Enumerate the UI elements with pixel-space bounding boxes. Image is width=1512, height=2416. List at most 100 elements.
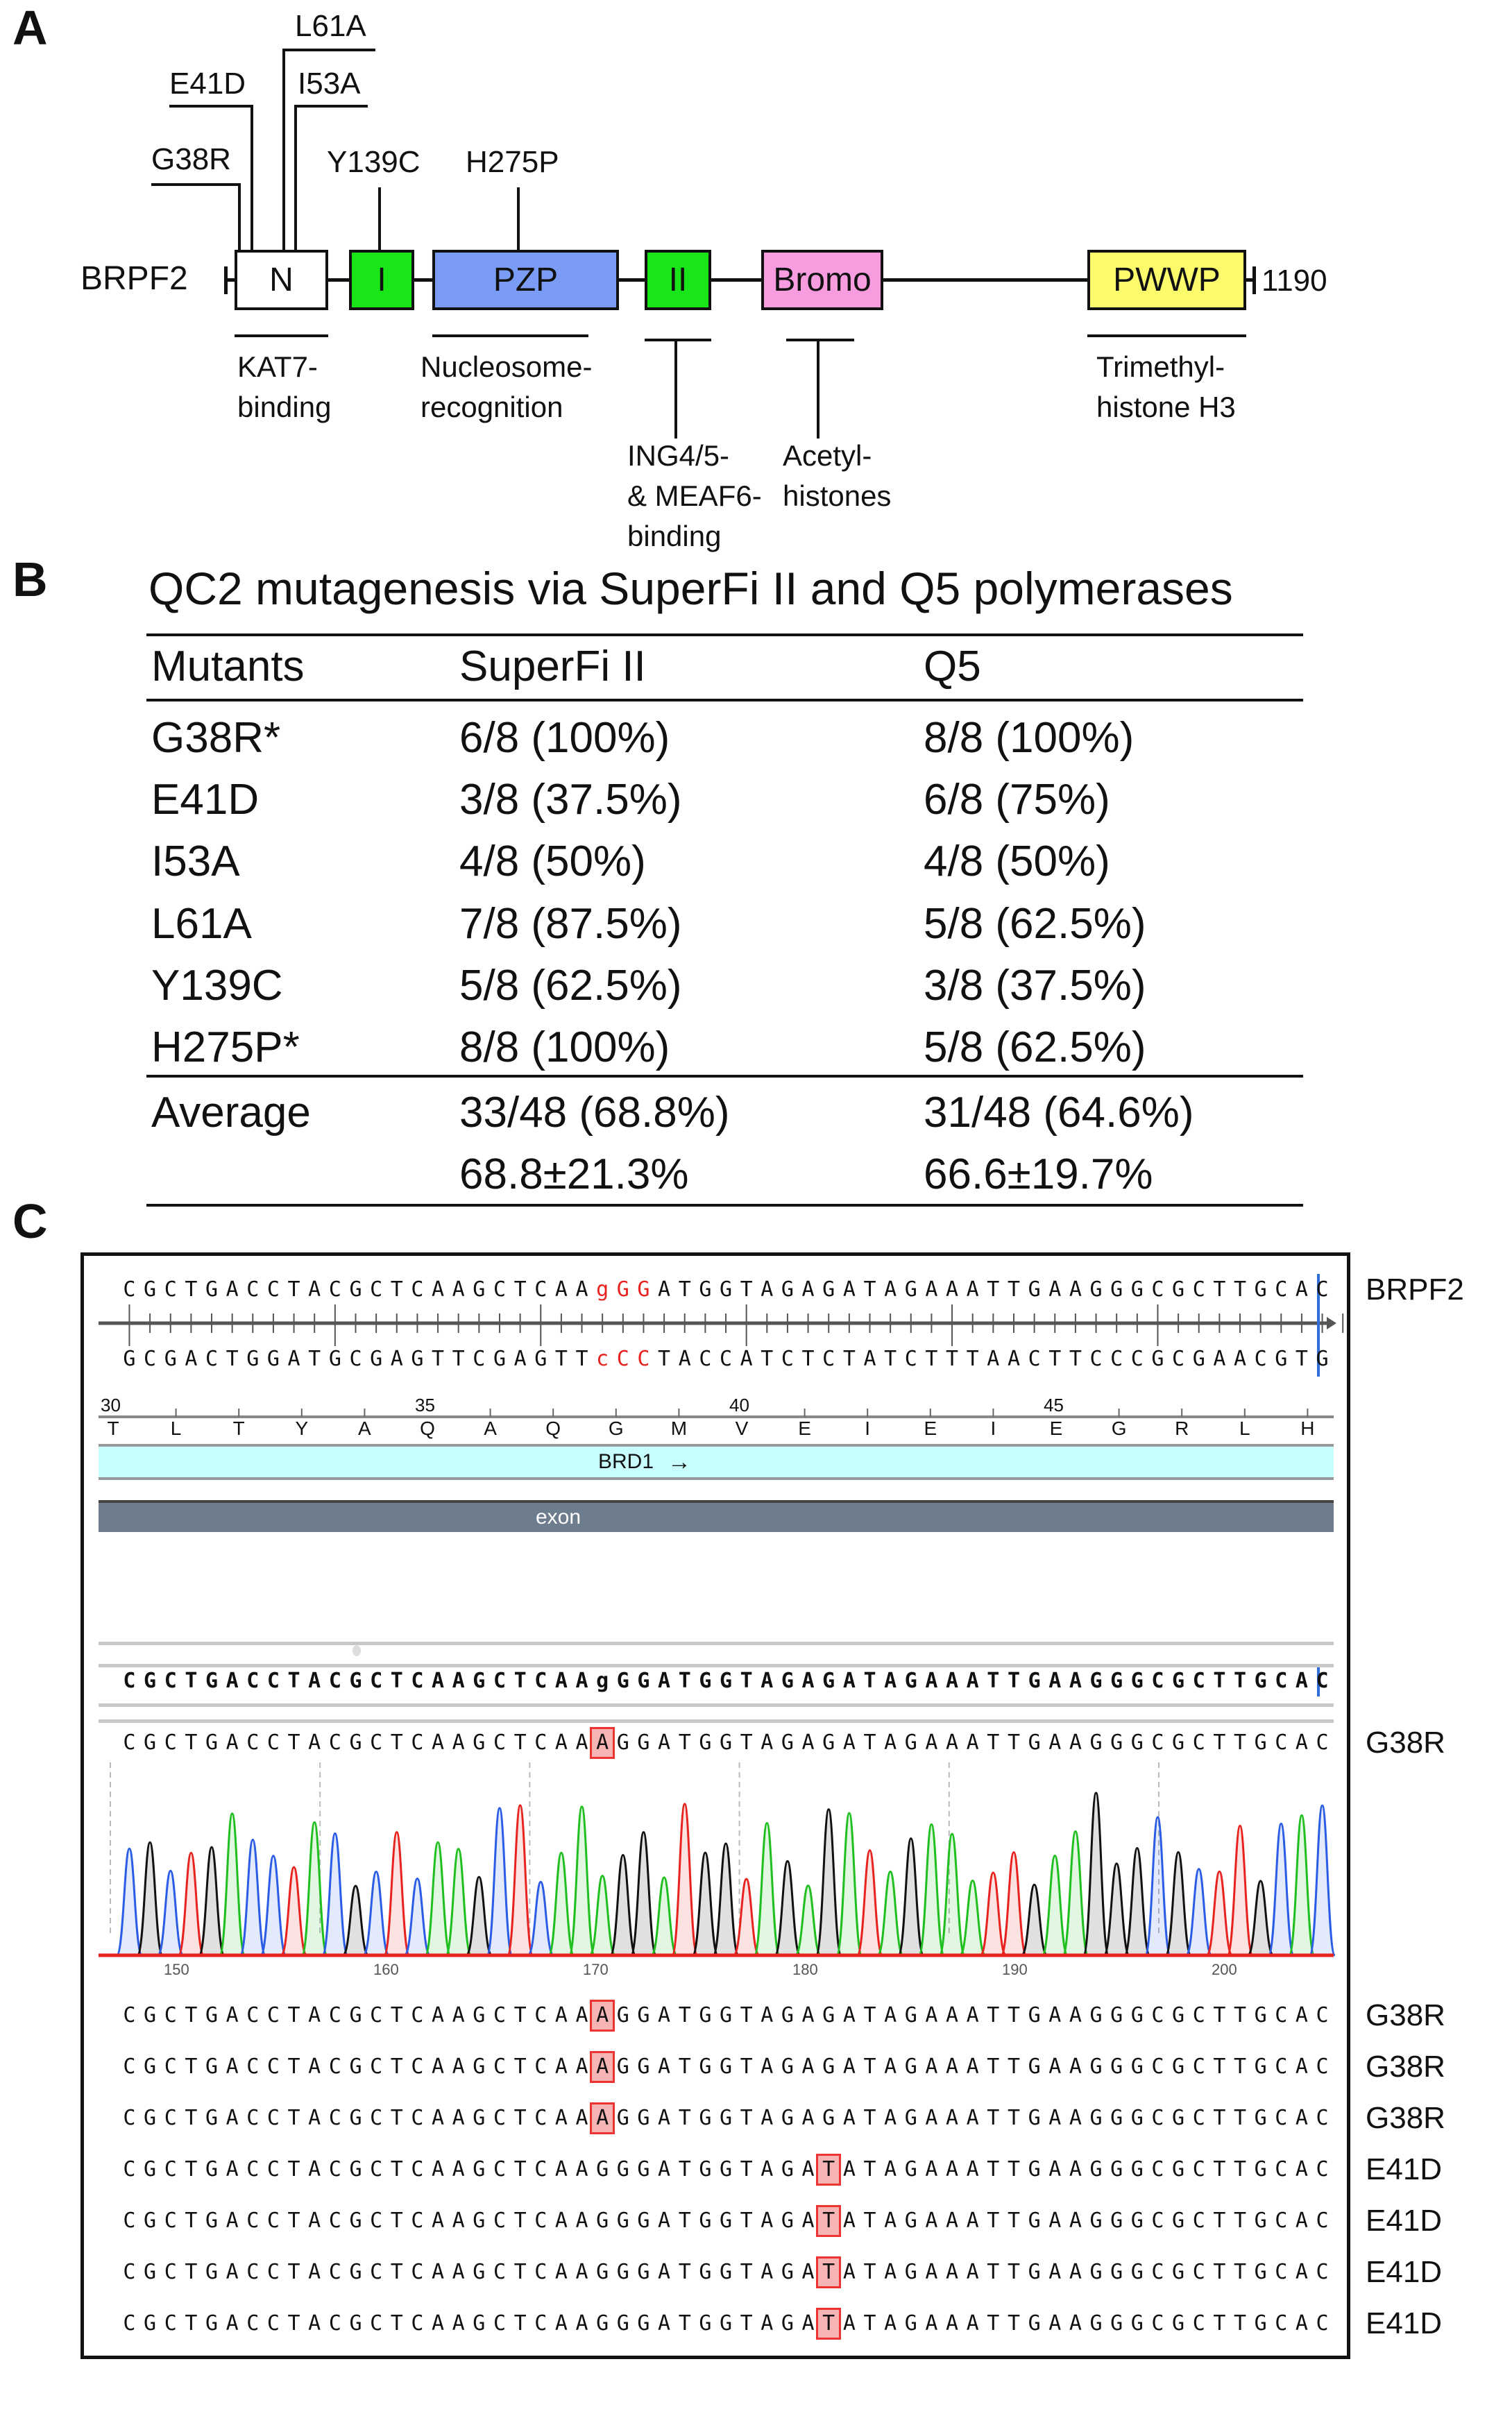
amino-acid: H (1300, 1418, 1315, 1439)
divider (99, 1642, 1334, 1645)
trace-peak (198, 1846, 226, 1957)
base: G (699, 2106, 712, 2130)
base: C (411, 2106, 424, 2130)
annotation-line: Acetyl- (783, 439, 872, 472)
trace-peak (115, 1847, 144, 1957)
base: A (925, 2003, 938, 2027)
base: C (1316, 2055, 1329, 2079)
base: G (1089, 2106, 1103, 2130)
base: G (596, 2260, 609, 2284)
arrow-right-icon: → (668, 1448, 692, 1475)
feature-exon-label: exon (536, 1506, 581, 1529)
base: C (123, 1669, 136, 1693)
base: A (1048, 1730, 1062, 1755)
base: A (432, 1669, 445, 1693)
base: A (575, 2003, 588, 2027)
base: G (904, 2106, 917, 2130)
base: A (308, 2157, 321, 2181)
feature-brd1[interactable]: BRD1 → (99, 1444, 1334, 1480)
base: C (328, 2311, 341, 2336)
base: C (411, 1669, 424, 1693)
base: A (1295, 2003, 1308, 2027)
base: G (246, 1347, 260, 1371)
base: G (1172, 2106, 1185, 2130)
base: A (432, 1730, 445, 1755)
base: G (1028, 2055, 1041, 2079)
base: T (390, 1669, 403, 1693)
trace-peak (1041, 1854, 1069, 1957)
base: A (287, 1347, 300, 1371)
trace-axis-label: 180 (792, 1961, 818, 1978)
base: T (1233, 1730, 1247, 1755)
base: G (781, 2311, 794, 2336)
trace-peak (1062, 1830, 1089, 1957)
base: G (1028, 2106, 1041, 2130)
base: G (637, 2003, 650, 2027)
base: T (287, 2209, 300, 2233)
base: T (185, 1730, 198, 1755)
ruler-arrow-icon (1327, 1317, 1336, 1329)
base: G (123, 1347, 136, 1371)
panel-label-c: C (12, 1194, 48, 1248)
base: T (966, 1347, 979, 1371)
trace-peak (1164, 1851, 1192, 1957)
base: G (1089, 2055, 1103, 2079)
amino-acid: L (170, 1418, 182, 1439)
base: C (473, 1347, 486, 1371)
base: A (554, 2260, 568, 2284)
base: T (1213, 2209, 1226, 2233)
base: G (719, 1277, 733, 1302)
base: T (1233, 2055, 1247, 2079)
base: T (390, 2106, 403, 2130)
base: T (863, 2260, 876, 2284)
base: A (761, 2003, 774, 2027)
base: G (1130, 2106, 1144, 2130)
base: T (1233, 2106, 1247, 2130)
base: C (1192, 2157, 1205, 2181)
panel-label-a: A (12, 1, 48, 55)
annotation-line: KAT7- (237, 350, 318, 383)
base: T (987, 2106, 1000, 2130)
protein-backbone (224, 278, 1254, 282)
base: A (1295, 2055, 1308, 2079)
base: A (658, 1669, 671, 1693)
base: T (513, 2260, 527, 2284)
base: G (144, 2055, 157, 2079)
base: A (1069, 1669, 1082, 1693)
base: T (1233, 2003, 1247, 2027)
base: G (904, 1730, 917, 1755)
region-stem-ing (674, 339, 677, 439)
base: T (390, 2003, 403, 2027)
base: A (801, 2311, 815, 2336)
base: T (1007, 2157, 1020, 2181)
base: T (1213, 2311, 1226, 2336)
base: A (1233, 1347, 1247, 1371)
base: A (946, 1730, 959, 1755)
base: G (349, 2003, 362, 2027)
base: A (1048, 2311, 1062, 2336)
base: T (740, 2260, 753, 2284)
base: A (452, 2055, 465, 2079)
n-terminus-tick (224, 266, 228, 294)
feature-exon[interactable]: exon (99, 1500, 1334, 1532)
base: C (1110, 1347, 1123, 1371)
base: C (781, 1347, 794, 1371)
base: G (1110, 1277, 1123, 1302)
base: G (904, 1277, 917, 1302)
base: G (904, 1669, 917, 1693)
scroll-handle[interactable] (352, 1645, 361, 1656)
base: G (164, 1347, 177, 1371)
base: G (370, 1347, 383, 1371)
base: A (966, 2209, 979, 2233)
base: G (1172, 2003, 1185, 2027)
base: T (678, 1669, 691, 1693)
leader-line (378, 187, 381, 250)
base: C (637, 1347, 650, 1371)
trace-peak (1226, 1824, 1254, 1957)
base: A (946, 2157, 959, 2181)
base: A (1069, 2003, 1082, 2027)
base: C (1192, 1669, 1205, 1693)
base: A (554, 2106, 568, 2130)
